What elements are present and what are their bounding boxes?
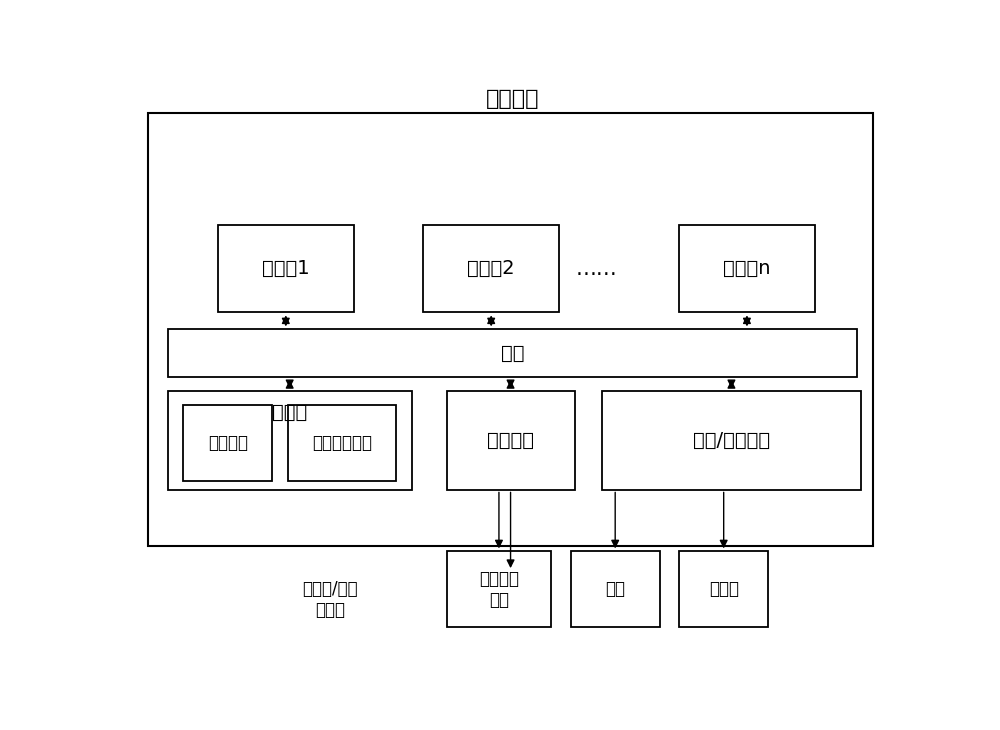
Text: 有线和/或无
线传输: 有线和/或无 线传输	[303, 580, 358, 618]
Bar	[168, 329, 857, 377]
Text: 输入/输出接口: 输入/输出接口	[693, 431, 770, 450]
Bar	[218, 226, 354, 312]
Text: 存储器: 存储器	[272, 403, 307, 422]
Bar	[183, 405, 272, 481]
Text: ……: ……	[575, 258, 617, 279]
Bar	[423, 226, 559, 312]
Bar	[447, 551, 551, 627]
Text: 处理器2: 处理器2	[467, 259, 515, 278]
Bar	[679, 226, 815, 312]
Bar	[288, 405, 396, 481]
Bar	[602, 391, 861, 490]
Text: 显示器: 显示器	[709, 580, 739, 599]
Bar	[571, 551, 660, 627]
Bar	[679, 551, 768, 627]
Text: 计算设备: 计算设备	[486, 89, 539, 109]
Text: 程序指令: 程序指令	[208, 434, 248, 452]
Text: 光标控制
设备: 光标控制 设备	[479, 570, 519, 609]
Bar	[148, 113, 873, 546]
Text: 传输装置: 传输装置	[487, 431, 534, 450]
Text: 处理器1: 处理器1	[262, 259, 310, 278]
Bar	[168, 391, 412, 490]
Text: 处理器n: 处理器n	[723, 259, 771, 278]
Bar	[447, 391, 574, 490]
Text: 数据存储装置: 数据存储装置	[312, 434, 372, 452]
Text: 键盘: 键盘	[605, 580, 625, 599]
Text: 总线: 总线	[501, 344, 524, 363]
